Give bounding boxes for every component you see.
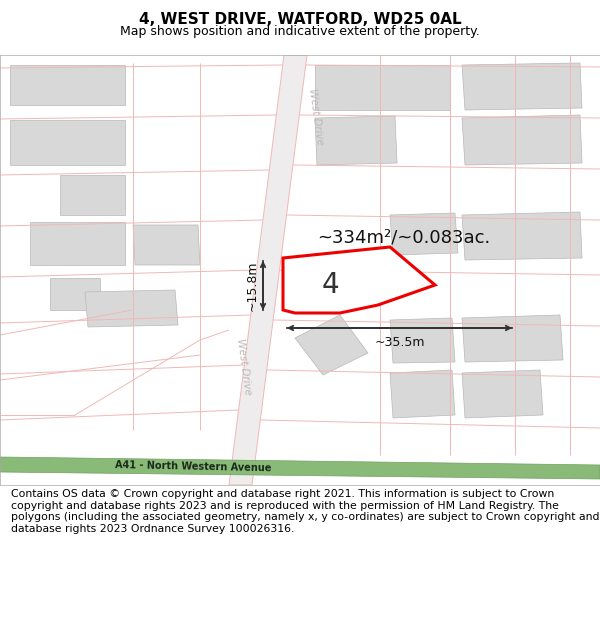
Polygon shape: [462, 63, 582, 110]
Polygon shape: [390, 318, 455, 363]
Polygon shape: [10, 65, 125, 105]
Polygon shape: [30, 222, 125, 265]
Polygon shape: [60, 175, 125, 215]
Polygon shape: [295, 315, 368, 375]
Text: A41 - North Western Avenue: A41 - North Western Avenue: [115, 461, 272, 474]
Polygon shape: [315, 65, 450, 110]
Polygon shape: [390, 213, 458, 255]
Polygon shape: [462, 315, 563, 362]
Polygon shape: [0, 457, 600, 479]
Text: Contains OS data © Crown copyright and database right 2021. This information is : Contains OS data © Crown copyright and d…: [11, 489, 599, 534]
Polygon shape: [50, 278, 100, 310]
Polygon shape: [229, 55, 307, 485]
Text: West Drive: West Drive: [307, 88, 325, 146]
Text: ~15.8m: ~15.8m: [246, 260, 259, 311]
Text: ~35.5m: ~35.5m: [374, 336, 425, 349]
Text: West Drive: West Drive: [235, 338, 253, 396]
Polygon shape: [283, 247, 435, 313]
Text: Map shows position and indicative extent of the property.: Map shows position and indicative extent…: [120, 26, 480, 39]
Text: 4: 4: [321, 271, 339, 299]
Polygon shape: [462, 212, 582, 260]
Polygon shape: [462, 115, 582, 165]
Polygon shape: [133, 225, 200, 265]
Text: ~334m²/~0.083ac.: ~334m²/~0.083ac.: [317, 229, 490, 247]
Polygon shape: [10, 120, 125, 165]
Polygon shape: [462, 370, 543, 418]
Polygon shape: [315, 116, 397, 165]
Text: 4, WEST DRIVE, WATFORD, WD25 0AL: 4, WEST DRIVE, WATFORD, WD25 0AL: [139, 12, 461, 27]
Polygon shape: [390, 370, 455, 418]
Polygon shape: [85, 290, 178, 327]
